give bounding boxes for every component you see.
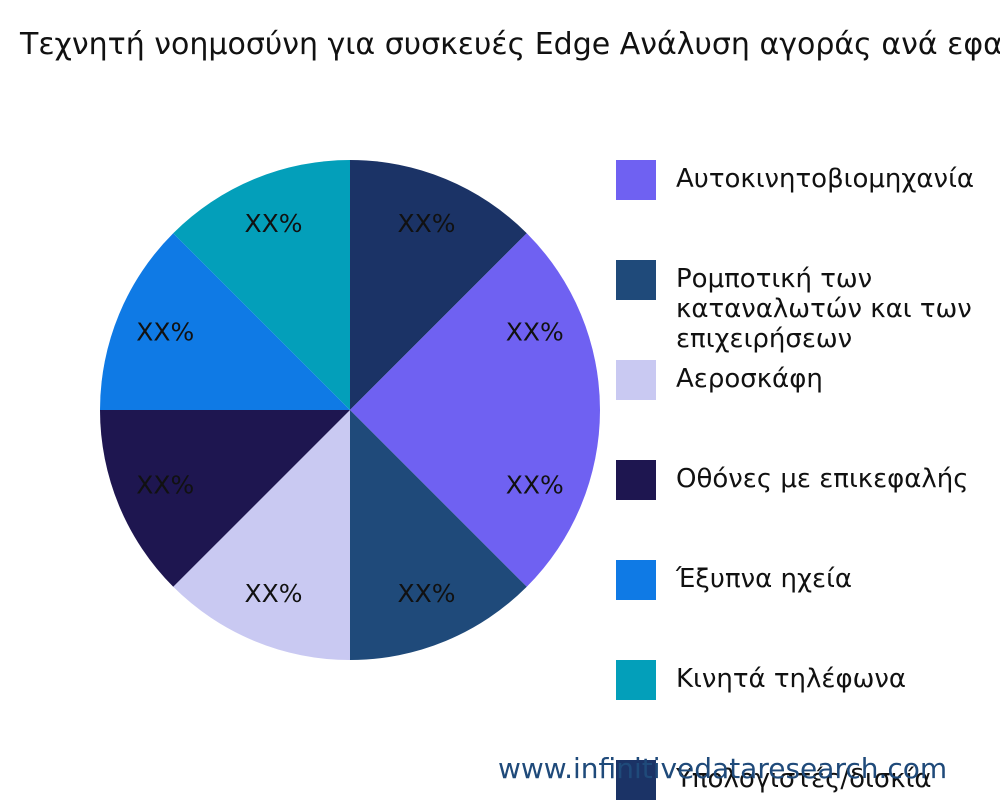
legend-swatch [616,560,656,600]
legend-label: Κινητά τηλέφωνα [676,664,907,694]
pie-slice [100,233,350,410]
pie-slice [350,160,527,410]
slice-label: XX% [506,471,564,500]
legend-label: Υπολογιστές/δισκία [676,764,932,794]
legend-swatch [616,260,656,300]
legend-label: Αυτοκινητοβιομηχανία [676,164,975,194]
pie-slice [350,410,527,660]
legend-swatch [616,760,656,800]
slice-label: XX% [506,317,564,346]
pie-slice [173,410,350,660]
watermark: www.infinitivedataresearch.com [498,752,948,785]
legend-swatch [616,360,656,400]
slice-label: XX% [136,317,194,346]
pie-slice [350,410,600,587]
slice-label: XX% [136,471,194,500]
legend-label: Ρομποτική των καταναλωτών και των επιχει… [676,264,972,354]
legend-swatch [616,460,656,500]
legend-label: Αεροσκάφη [676,364,823,394]
slice-label: XX% [244,579,302,608]
slice-label: XX% [398,209,456,238]
chart-title: Τεχνητή νοημοσύνη για συσκευές Edge Ανάλ… [20,27,1000,62]
pie-slice [350,233,600,410]
slice-label: XX% [244,209,302,238]
slice-label: XX% [398,579,456,608]
legend-swatch [616,160,656,200]
legend-swatch [616,660,656,700]
legend-label: Οθόνες με επικεφαλής [676,464,969,494]
pie-slice [173,160,350,410]
legend-label: Έξυπνα ηχεία [676,564,853,594]
pie-slice [100,410,350,587]
